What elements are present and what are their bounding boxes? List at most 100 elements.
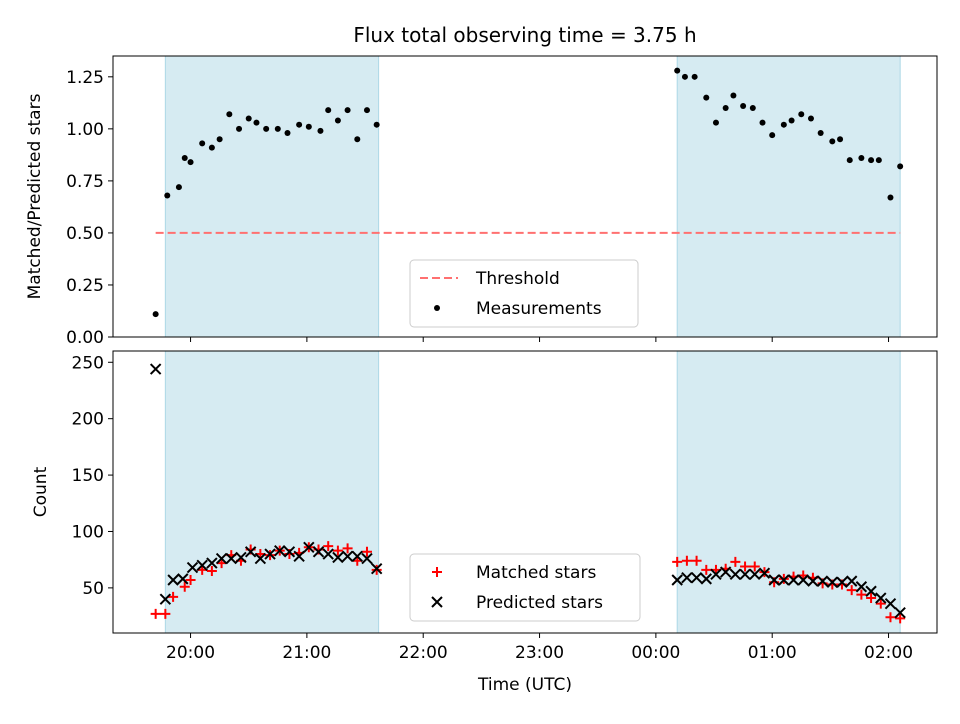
legend-label: Matched stars [476, 563, 596, 583]
data-point [361, 546, 372, 557]
data-point [671, 574, 683, 586]
data-point [354, 136, 361, 143]
data-point [363, 107, 370, 114]
data-point [341, 550, 354, 563]
data-point [865, 585, 877, 597]
data-point [332, 545, 343, 556]
data-point [798, 111, 805, 118]
data-point [858, 154, 865, 161]
axes-frame [112, 55, 938, 338]
data-point [846, 157, 853, 164]
data-point [768, 574, 780, 586]
data-point [845, 575, 858, 587]
data-point [296, 121, 303, 128]
x-tick-label: 23:00 [515, 643, 564, 663]
data-point [700, 573, 712, 585]
y-tick-label: 150 [72, 466, 104, 486]
data-point [175, 184, 182, 191]
data-point [235, 551, 247, 564]
x-tick-label: 21:00 [282, 643, 331, 663]
data-point [846, 585, 857, 596]
data-point [729, 568, 742, 581]
data-point [342, 543, 353, 554]
data-point [187, 159, 194, 166]
data-point [312, 546, 325, 558]
y-axis-label: Matched/Predicted stars [25, 93, 45, 299]
data-point [875, 157, 882, 164]
data-point [283, 546, 296, 558]
data-point [875, 598, 886, 609]
data-point [303, 541, 315, 553]
data-point [159, 593, 172, 605]
axes-frame [112, 350, 938, 634]
data-point [293, 550, 305, 563]
data-point [206, 565, 217, 576]
data-point [829, 138, 836, 145]
data-point [160, 608, 171, 619]
series-predicted-stars [149, 363, 906, 619]
legend-label: Predicted stars [476, 593, 603, 613]
data-point [826, 576, 839, 588]
data-point [856, 589, 867, 600]
legend-predicted-swatch [431, 596, 443, 608]
data-point [691, 73, 698, 80]
x-tick-label: 20:00 [166, 643, 215, 663]
data-point [181, 154, 188, 161]
legend-label: Measurements [476, 299, 602, 319]
chart-title: Flux total observing time = 3.75 h [353, 23, 696, 47]
legend-label: Threshold [475, 269, 560, 289]
data-point [215, 552, 228, 565]
x-axis-label: Time (UTC) [477, 675, 572, 695]
data-point [868, 157, 875, 164]
data-point [344, 107, 351, 114]
legend-box [409, 259, 639, 328]
data-point [216, 136, 223, 143]
data-point [730, 556, 741, 567]
data-point [186, 561, 199, 574]
data-point [681, 555, 692, 566]
data-point [710, 568, 722, 581]
panel-count: 50 100 150 200 250 20:00 21:00 22:00 23:00 00:00 0… [31, 350, 938, 663]
data-point [866, 593, 877, 604]
data-point [788, 117, 795, 124]
data-point [196, 559, 208, 572]
y-tick-label: 250 [72, 353, 104, 373]
data-point [701, 564, 712, 575]
data-point [351, 550, 363, 563]
data-point [816, 575, 829, 587]
data-point [245, 115, 252, 122]
data-point [836, 576, 848, 588]
data-point [370, 562, 383, 575]
data-point [208, 144, 215, 151]
y-tick-label: 100 [72, 522, 104, 542]
x-tick-label: 01:00 [748, 643, 797, 663]
data-point [254, 552, 267, 565]
data-point [322, 548, 334, 560]
data-point [152, 311, 159, 318]
data-point [253, 119, 260, 126]
data-point [740, 561, 751, 572]
data-point [691, 555, 702, 566]
data-point [373, 121, 380, 128]
data-point [334, 117, 341, 124]
data-point [817, 130, 824, 137]
y-axis-label: Count [31, 466, 51, 517]
legend-box [409, 553, 641, 622]
data-point [769, 132, 776, 139]
data-point [885, 612, 896, 623]
data-point [284, 130, 291, 137]
data-point [887, 194, 894, 201]
panel-ratio: 0.00 0.25 0.50 0.75 1.00 1.25 Matched/Predicte… [25, 55, 938, 348]
data-point [325, 107, 332, 114]
observing-interval-shade [164, 55, 380, 338]
data-point [778, 574, 790, 586]
data-point [855, 581, 868, 593]
data-point [244, 546, 257, 558]
data-point [263, 125, 270, 132]
data-point [730, 92, 737, 99]
data-point [323, 541, 334, 552]
data-point [317, 127, 324, 134]
data-point [739, 568, 751, 581]
